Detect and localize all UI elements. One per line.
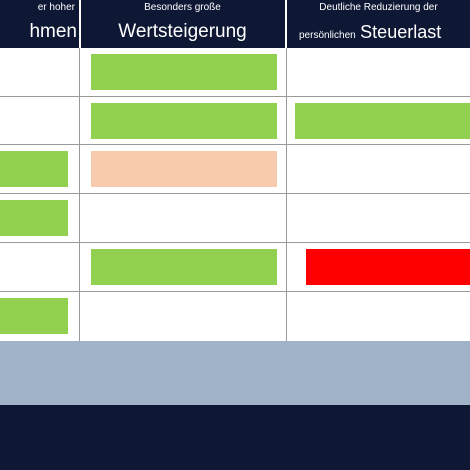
header-col-2: Besonders große Wertsteigerung — [80, 0, 285, 48]
header-col-1: er hoher hmen — [0, 0, 79, 48]
row-divider — [0, 144, 470, 145]
column-divider — [79, 48, 80, 341]
header-col-3-title-main: Steuerlast — [360, 22, 442, 42]
row-divider — [0, 291, 470, 292]
rating-bar-green — [91, 249, 277, 285]
row-divider — [0, 193, 470, 194]
row-divider — [0, 242, 470, 243]
rating-bar-red — [306, 249, 470, 285]
header-col-3: Deutliche Reduzierung der persönlichen S… — [287, 0, 470, 48]
rating-bar-green — [0, 298, 68, 334]
header-divider — [79, 0, 81, 48]
header-divider — [285, 0, 287, 48]
rating-bar-green — [0, 200, 68, 236]
header-col-3-subtitle: Deutliche Reduzierung der — [319, 2, 438, 13]
table-header: er hoher hmen Besonders große Wertsteige… — [0, 0, 470, 48]
header-col-2-subtitle: Besonders große — [144, 2, 221, 13]
row-divider — [0, 96, 470, 97]
rating-bar-green — [295, 103, 470, 139]
header-col-1-subtitle: er hoher — [37, 2, 75, 13]
rating-bar-green — [91, 54, 277, 90]
header-col-3-title-prefix: persönlichen — [299, 30, 356, 41]
footer-band-dark — [0, 405, 470, 470]
header-col-2-title: Wertsteigerung — [118, 21, 247, 42]
rating-bar-green — [91, 103, 277, 139]
footer-band-light — [0, 341, 470, 405]
column-divider — [286, 48, 287, 341]
header-col-3-title: persönlichen Steuerlast — [287, 22, 470, 43]
rating-bar-green — [0, 151, 68, 187]
header-col-1-title: hmen — [29, 21, 77, 42]
rating-bar-peach — [91, 151, 277, 187]
